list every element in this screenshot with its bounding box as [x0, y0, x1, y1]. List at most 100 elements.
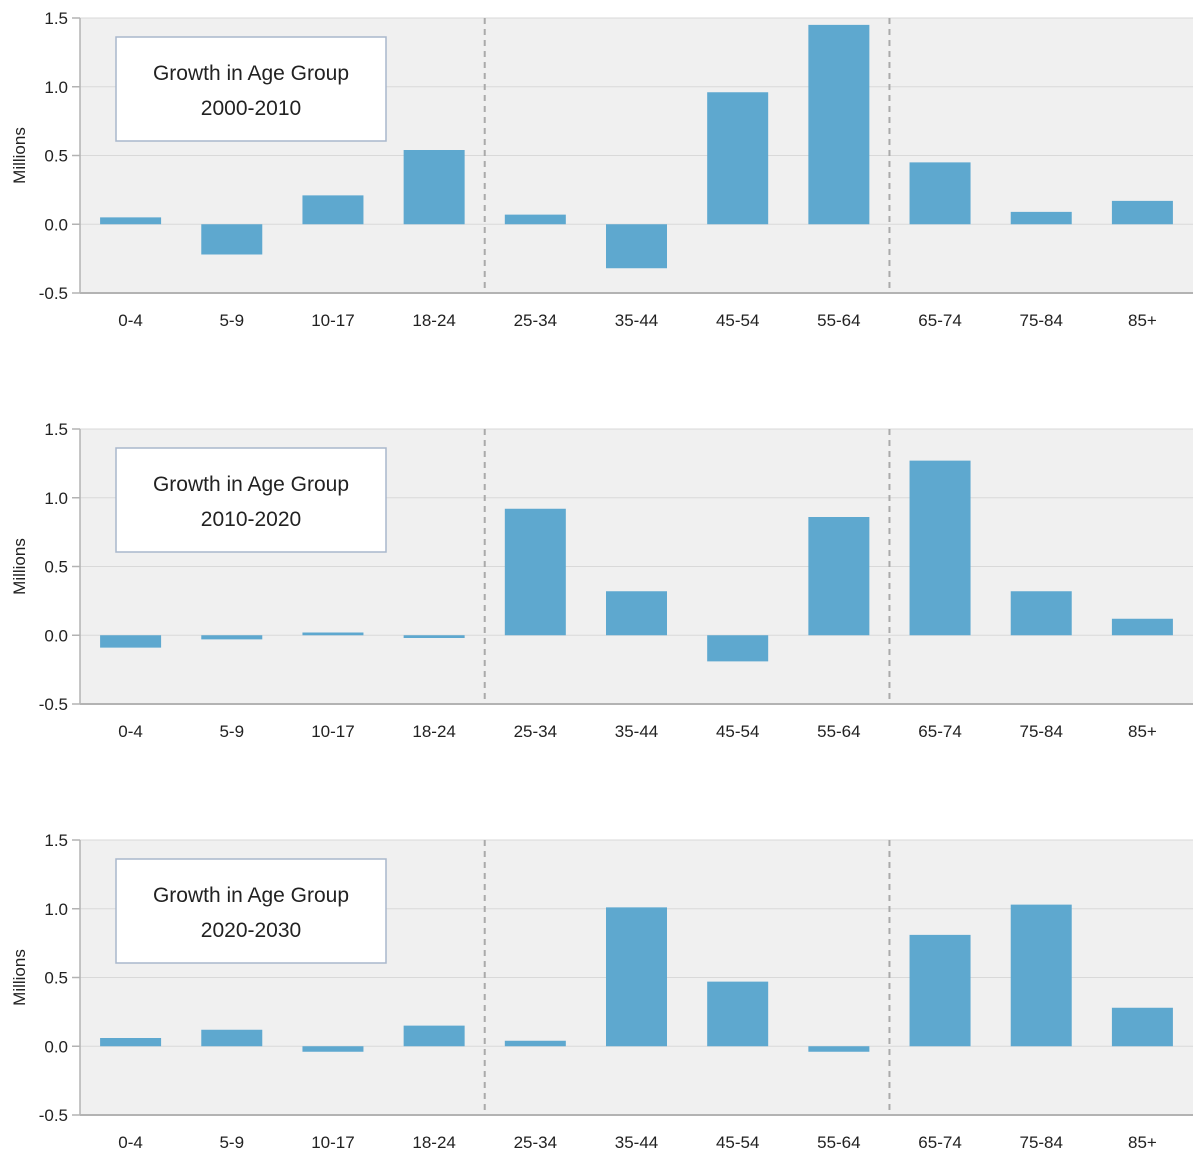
bar-5-9 — [201, 224, 263, 255]
chart-subtitle: 2010-2020 — [201, 508, 301, 531]
y-tick-label: 0.5 — [44, 558, 68, 577]
x-tick-label: 65-74 — [918, 722, 961, 741]
y-tick-label: -0.5 — [39, 1106, 68, 1125]
x-tick-label: 0-4 — [118, 722, 143, 741]
x-tick-label: 10-17 — [311, 311, 354, 330]
bar-18-24 — [403, 1025, 465, 1047]
x-tick-label: 55-64 — [817, 1133, 860, 1152]
x-tick-label: 45-54 — [716, 311, 759, 330]
chart-title: Growth in Age Group — [153, 473, 349, 496]
x-tick-label: 35-44 — [615, 311, 658, 330]
x-tick-label: 18-24 — [412, 722, 455, 741]
x-tick-label: 5-9 — [219, 1133, 244, 1152]
x-tick-label: 25-34 — [514, 722, 557, 741]
bar-18-24 — [403, 150, 465, 225]
chart-panel: 1.5 1.0 0.5 0.0 -0.5 Millions 0-4 5-9 10-17 18-24… — [10, 831, 1193, 1152]
bar-25-34 — [504, 508, 566, 636]
chart-subtitle: 2000-2010 — [201, 97, 301, 120]
y-axis-label: Millions — [10, 127, 29, 184]
chart-title: Growth in Age Group — [153, 62, 349, 85]
x-tick-label: 55-64 — [817, 722, 860, 741]
y-tick-label: 1.5 — [44, 831, 68, 850]
x-tick-label: 18-24 — [412, 1133, 455, 1152]
x-tick-label: 0-4 — [118, 1133, 143, 1152]
title-box-frame — [115, 858, 387, 964]
bar-35-44 — [606, 224, 667, 269]
bar-85+ — [1111, 1007, 1173, 1047]
bar-45-54 — [707, 981, 769, 1047]
chart-title: Growth in Age Group — [153, 884, 349, 907]
x-tick-label: 55-64 — [817, 311, 860, 330]
chart-subtitle: 2020-2030 — [201, 919, 301, 942]
x-tick-label: 25-34 — [514, 311, 557, 330]
y-tick-label: 1.5 — [44, 420, 68, 439]
bar-5-9 — [201, 1029, 263, 1047]
y-tick-label: -0.5 — [39, 695, 68, 714]
x-tick-label: 45-54 — [716, 1133, 759, 1152]
bar-75-84 — [1010, 904, 1072, 1047]
bar-75-84 — [1010, 211, 1072, 225]
x-tick-label: 35-44 — [615, 1133, 658, 1152]
y-tick-label: 0.5 — [44, 969, 68, 988]
x-tick-label: 75-84 — [1019, 1133, 1062, 1152]
bar-10-17 — [302, 1046, 364, 1052]
bar-65-74 — [909, 934, 971, 1047]
x-tick-label: 75-84 — [1019, 722, 1062, 741]
y-tick-label: 1.0 — [44, 78, 68, 97]
y-tick-label: 0.0 — [44, 1037, 68, 1056]
bar-0-4 — [100, 635, 162, 648]
bar-25-34 — [504, 1040, 566, 1047]
title-box: Growth in Age Group 2010-2020 — [115, 447, 387, 553]
x-tick-label: 25-34 — [514, 1133, 557, 1152]
y-axis-label: Millions — [10, 538, 29, 595]
bar-18-24 — [403, 635, 465, 638]
title-box: Growth in Age Group 2000-2010 — [115, 36, 387, 142]
bar-65-74 — [909, 162, 971, 225]
bar-85+ — [1111, 200, 1173, 225]
title-box: Growth in Age Group 2020-2030 — [115, 858, 387, 964]
x-tick-label: 35-44 — [615, 722, 658, 741]
bar-45-54 — [707, 635, 769, 662]
y-tick-label: 0.0 — [44, 215, 68, 234]
title-box-frame — [115, 36, 387, 142]
bar-45-54 — [707, 92, 769, 225]
x-tick-label: 18-24 — [412, 311, 455, 330]
x-tick-label: 45-54 — [716, 722, 759, 741]
y-tick-label: 0.0 — [44, 626, 68, 645]
chart-panel: 1.5 1.0 0.5 0.0 -0.5 Millions 0-4 5-9 10-17 18-24… — [10, 9, 1193, 330]
x-tick-label: 85+ — [1128, 311, 1157, 330]
x-tick-label: 10-17 — [311, 722, 354, 741]
bar-55-64 — [808, 24, 870, 225]
bar-25-34 — [504, 214, 566, 225]
x-tick-label: 10-17 — [311, 1133, 354, 1152]
x-tick-label: 5-9 — [219, 311, 244, 330]
bar-5-9 — [201, 635, 263, 640]
bar-35-44 — [606, 907, 667, 1047]
title-box-frame — [115, 447, 387, 553]
bar-10-17 — [302, 632, 364, 636]
bar-85+ — [1111, 618, 1173, 636]
y-tick-label: 1.0 — [44, 900, 68, 919]
x-tick-label: 75-84 — [1019, 311, 1062, 330]
x-tick-label: 85+ — [1128, 1133, 1157, 1152]
x-tick-label: 65-74 — [918, 1133, 961, 1152]
bar-55-64 — [808, 1046, 870, 1052]
bar-65-74 — [909, 460, 971, 636]
bar-10-17 — [302, 195, 364, 225]
bar-0-4 — [100, 217, 162, 225]
bar-55-64 — [808, 517, 870, 636]
y-tick-label: 0.5 — [44, 147, 68, 166]
bar-75-84 — [1010, 591, 1072, 636]
x-tick-label: 0-4 — [118, 311, 143, 330]
y-tick-label: 1.5 — [44, 9, 68, 28]
y-tick-label: 1.0 — [44, 489, 68, 508]
x-tick-label: 5-9 — [219, 722, 244, 741]
x-tick-label: 65-74 — [918, 311, 961, 330]
y-axis-label: Millions — [10, 949, 29, 1006]
chart-panel: 1.5 1.0 0.5 0.0 -0.5 Millions 0-4 5-9 10-17 18-24… — [10, 420, 1193, 741]
bar-35-44 — [606, 591, 667, 636]
bar-0-4 — [100, 1038, 162, 1047]
x-tick-label: 85+ — [1128, 722, 1157, 741]
y-tick-label: -0.5 — [39, 284, 68, 303]
